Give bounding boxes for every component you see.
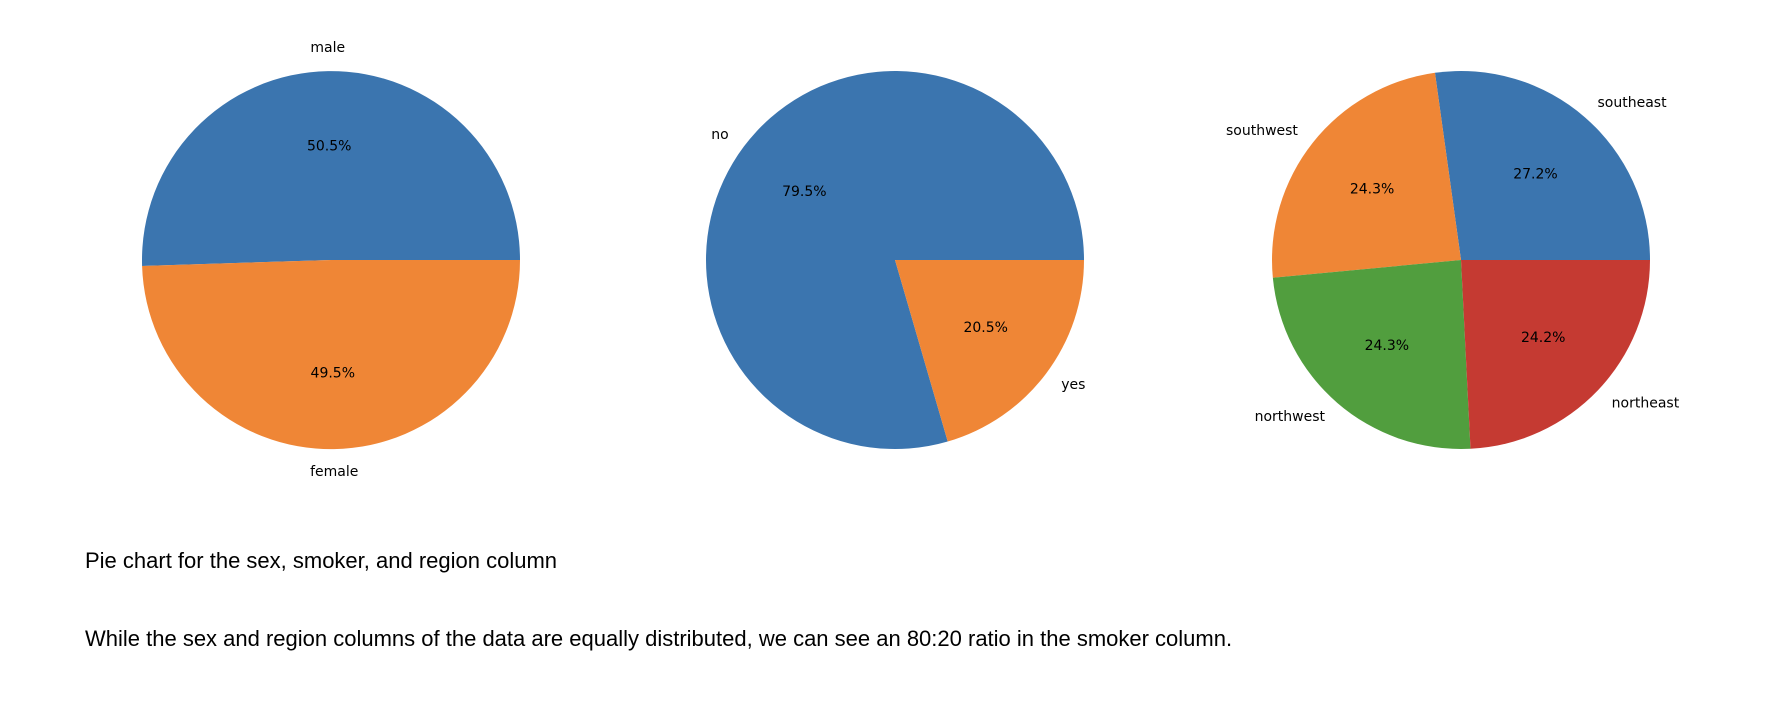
pie-slice-yes (895, 260, 1084, 442)
pie-chart-smoker: no 79.5% yes 20.5% (706, 71, 1085, 450)
slice-label-northeast: northeast (1612, 395, 1680, 411)
pie-chart-region: southeast 27.2% southwest 24.3% northwest 24.… (1226, 70, 1680, 449)
chart-caption-body: While the sex and region columns of the … (85, 626, 1233, 651)
slice-percent-southeast: 27.2% (1513, 166, 1557, 182)
slice-label-male: male (310, 40, 345, 56)
slice-label-southeast: southeast (1598, 95, 1668, 111)
slice-percent-southwest: 24.3% (1350, 182, 1394, 198)
pie-slice-no (706, 71, 1084, 450)
pie-slice-male (142, 71, 520, 266)
slice-percent-yes: 20.5% (963, 320, 1007, 336)
pie-chart-sex: male 50.5% female 49.5% (142, 40, 521, 480)
slice-percent-female: 49.5% (311, 365, 355, 381)
pie-slice-female (142, 260, 521, 450)
slice-percent-northwest: 24.3% (1365, 338, 1409, 354)
slice-label-no: no (711, 127, 728, 143)
slice-label-northwest: northwest (1255, 409, 1326, 425)
pie-slice-southeast (1434, 70, 1650, 260)
slice-percent-male: 50.5% (307, 139, 351, 155)
slice-label-female: female (310, 464, 358, 480)
pie-slice-northeast (1461, 260, 1650, 449)
chart-caption-title: Pie chart for the sex, smoker, and regio… (85, 548, 558, 573)
slice-percent-northeast: 24.2% (1521, 330, 1565, 346)
slice-label-yes: yes (1061, 377, 1085, 393)
slice-percent-no: 79.5% (782, 184, 826, 200)
pie-charts: male 50.5% female 49.5% no 79.5% yes 20.5% south… (142, 40, 1680, 480)
pie-slice-southwest (1272, 72, 1461, 278)
pie-slice-northwest (1272, 260, 1471, 449)
slice-label-southwest: southwest (1226, 123, 1298, 139)
